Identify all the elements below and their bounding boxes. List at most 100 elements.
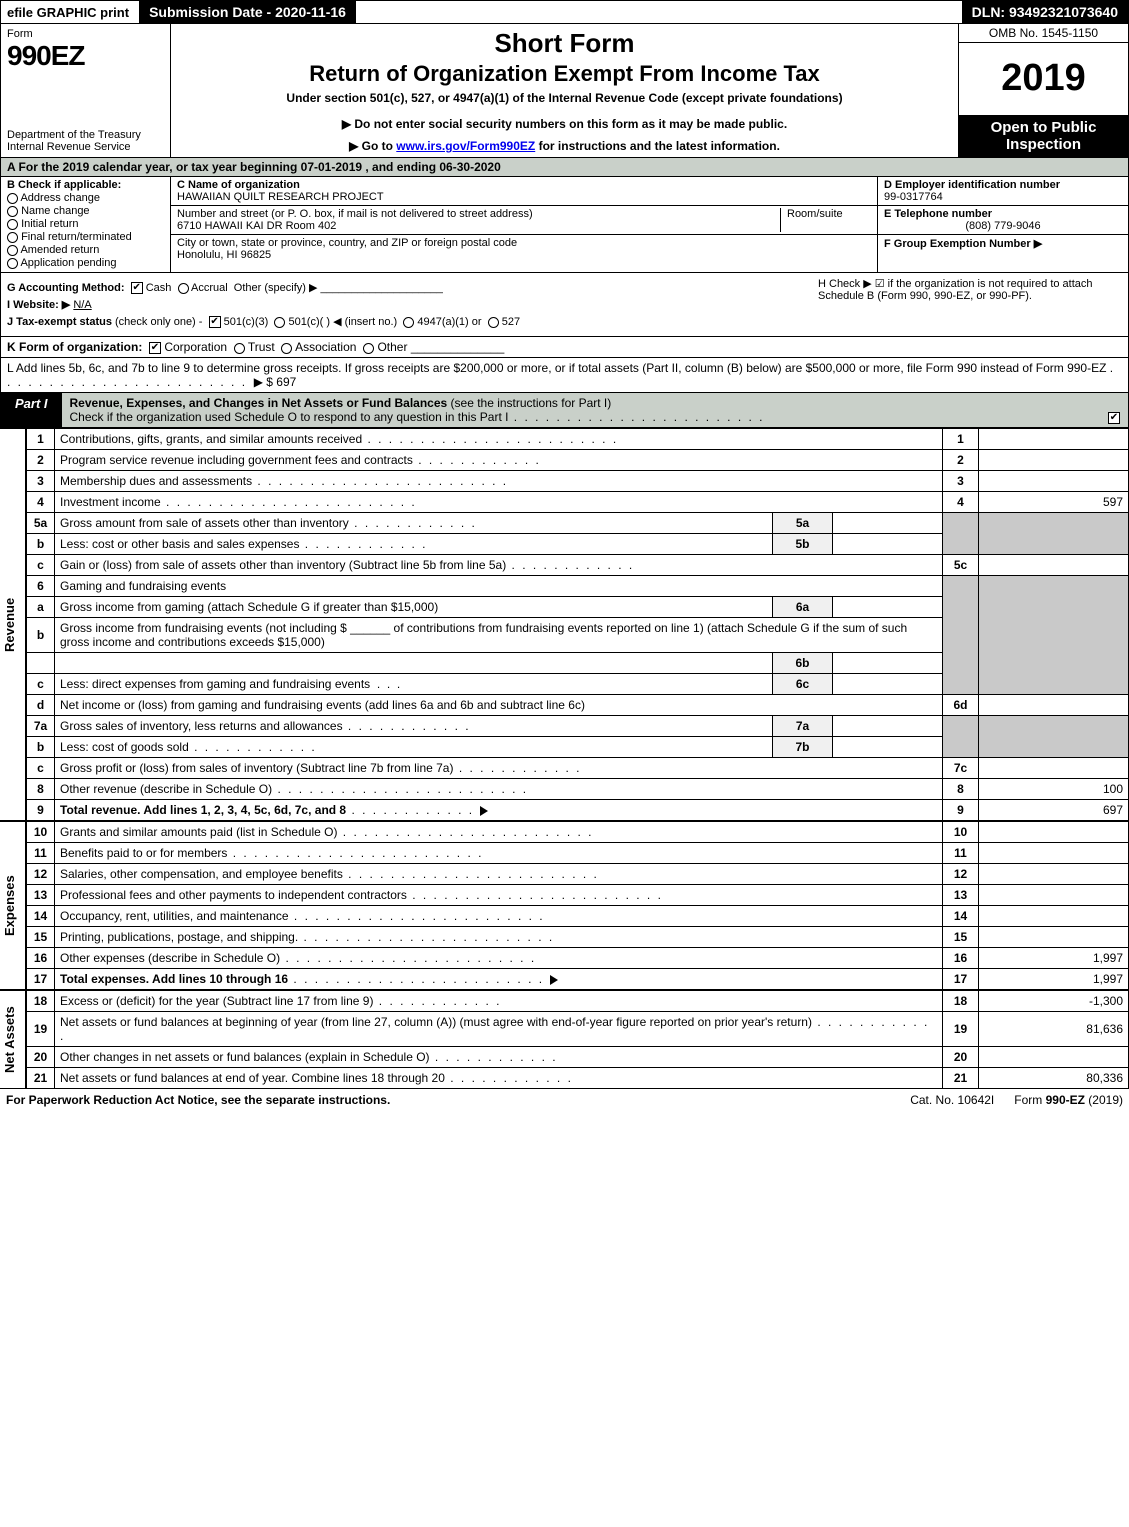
line-8-col: 8	[943, 779, 979, 800]
line-16-text: Other expenses (describe in Schedule O)	[60, 951, 280, 965]
line-13: 13 Professional fees and other payments …	[27, 885, 1129, 906]
line-6-greycol	[943, 576, 979, 695]
part1-tag: Part I	[1, 393, 62, 427]
line-21-col: 21	[943, 1068, 979, 1089]
k-other: Other	[377, 340, 407, 354]
chk-corporation[interactable]	[149, 342, 161, 354]
part1-title: Revenue, Expenses, and Changes in Net As…	[62, 393, 1128, 427]
chk-initial-return[interactable]: Initial return	[7, 218, 164, 230]
g-other: Other (specify) ▶	[234, 282, 318, 294]
line-2-num: 2	[27, 450, 55, 471]
line-7c-col: 7c	[943, 758, 979, 779]
line-9-text: Total revenue. Add lines 1, 2, 3, 4, 5c,…	[60, 803, 346, 817]
line-3-text: Membership dues and assessments	[60, 474, 252, 488]
chk-amended-return[interactable]: Amended return	[7, 244, 164, 256]
chk-final-return[interactable]: Final return/terminated	[7, 231, 164, 243]
department-label: Department of the Treasury Internal Reve…	[7, 129, 164, 153]
chk-527[interactable]	[488, 317, 499, 328]
line-7ab-greycol	[943, 716, 979, 758]
group-exemption-row: F Group Exemption Number ▶	[878, 235, 1128, 272]
line-5c-amt	[979, 555, 1129, 576]
g-label: G Accounting Method:	[7, 282, 125, 294]
header-right: OMB No. 1545-1150 2019 Open to Public In…	[958, 24, 1128, 157]
line-10-text: Grants and similar amounts paid (list in…	[60, 825, 337, 839]
line-14: 14 Occupancy, rent, utilities, and maint…	[27, 906, 1129, 927]
line-5a-num: 5a	[27, 513, 55, 534]
goto-post: for instructions and the latest informat…	[535, 139, 780, 153]
part1-schedule-o-check[interactable]	[1108, 412, 1120, 424]
line-2-col: 2	[943, 450, 979, 471]
chk-501c3[interactable]	[209, 316, 221, 328]
ein-row: D Employer identification number 99-0317…	[878, 177, 1128, 206]
line-5c-text: Gain or (loss) from sale of assets other…	[60, 558, 506, 572]
l-amount: ▶ $ 697	[254, 375, 297, 389]
k-assoc: Association	[295, 340, 356, 354]
triangle-icon	[550, 975, 558, 985]
line-2: 2 Program service revenue including gove…	[27, 450, 1129, 471]
line-16-col: 16	[943, 948, 979, 969]
g-cash: Cash	[146, 282, 172, 294]
line-14-num: 14	[27, 906, 55, 927]
chk-cash[interactable]	[131, 282, 143, 294]
triangle-icon	[480, 806, 488, 816]
line-5a-text: Gross amount from sale of assets other t…	[60, 516, 349, 530]
goto-instructions: ▶ Go to www.irs.gov/Form990EZ for instru…	[179, 139, 950, 153]
line-6a-sub: 6a	[773, 597, 833, 618]
line-11-amt	[979, 843, 1129, 864]
line-7c-amt	[979, 758, 1129, 779]
line-13-text: Professional fees and other payments to …	[60, 888, 407, 902]
chk-name-change[interactable]: Name change	[7, 205, 164, 217]
line-5c-col: 5c	[943, 555, 979, 576]
line-1-col: 1	[943, 429, 979, 450]
line-8-text: Other revenue (describe in Schedule O)	[60, 782, 272, 796]
chk-application-pending[interactable]: Application pending	[7, 257, 164, 269]
line-15-text: Printing, publications, postage, and shi…	[60, 930, 298, 944]
tel-value: (808) 779-9046	[884, 220, 1122, 232]
line-7b-sub: 7b	[773, 737, 833, 758]
chk-4947[interactable]	[403, 317, 414, 328]
line-6b-subval	[833, 653, 943, 674]
footer-catno: Cat. No. 10642I	[910, 1093, 994, 1107]
line-7a-text: Gross sales of inventory, less returns a…	[60, 719, 343, 733]
graphic-print: GRAPHIC print	[33, 5, 129, 20]
line-5ab-greycol	[943, 513, 979, 555]
efile-word: efile	[7, 5, 33, 20]
row-a-tax-year: A For the 2019 calendar year, or tax yea…	[0, 158, 1129, 177]
line-12: 12 Salaries, other compensation, and emp…	[27, 864, 1129, 885]
chk-trust[interactable]	[234, 343, 245, 354]
side-label-revenue: Revenue	[0, 428, 26, 821]
line-20-col: 20	[943, 1047, 979, 1068]
chk-name-change-label: Name change	[21, 205, 90, 217]
line-2-amt	[979, 450, 1129, 471]
line-7c: c Gross profit or (loss) from sales of i…	[27, 758, 1129, 779]
chk-association[interactable]	[281, 343, 292, 354]
org-city-row: City or town, state or province, country…	[171, 235, 877, 263]
footer-paperwork: For Paperwork Reduction Act Notice, see …	[6, 1093, 890, 1107]
line-3-col: 3	[943, 471, 979, 492]
line-4-num: 4	[27, 492, 55, 513]
chk-address-change[interactable]: Address change	[7, 192, 164, 204]
line-12-text: Salaries, other compensation, and employ…	[60, 867, 343, 881]
line-11-col: 11	[943, 843, 979, 864]
line-19: 19 Net assets or fund balances at beginn…	[27, 1012, 1129, 1047]
line-6c-sub: 6c	[773, 674, 833, 695]
line-6b-spacer	[27, 653, 55, 674]
under-section: Under section 501(c), 527, or 4947(a)(1)…	[179, 91, 950, 105]
line-5b-sub: 5b	[773, 534, 833, 555]
tax-year: 2019	[959, 43, 1128, 115]
irs-link[interactable]: www.irs.gov/Form990EZ	[396, 139, 535, 153]
chk-accrual[interactable]	[178, 283, 189, 294]
l-text: L Add lines 5b, 6c, and 7b to line 9 to …	[7, 361, 1106, 375]
chk-other[interactable]	[363, 343, 374, 354]
j-501c3: 501(c)(3)	[224, 316, 269, 328]
line-7b-text: Less: cost of goods sold	[60, 740, 189, 754]
dln-label: DLN: 93492321073640	[962, 1, 1128, 23]
line-16-num: 16	[27, 948, 55, 969]
line-17-amt: 1,997	[979, 969, 1129, 990]
line-19-text: Net assets or fund balances at beginning…	[60, 1015, 812, 1029]
submission-date: Submission Date - 2020-11-16	[139, 1, 356, 23]
org-addr-label: Number and street (or P. O. box, if mail…	[177, 208, 774, 220]
chk-501c[interactable]	[274, 317, 285, 328]
ein-value: 99-0317764	[884, 191, 1122, 203]
efile-print-label[interactable]: efile GRAPHIC print	[1, 3, 135, 22]
